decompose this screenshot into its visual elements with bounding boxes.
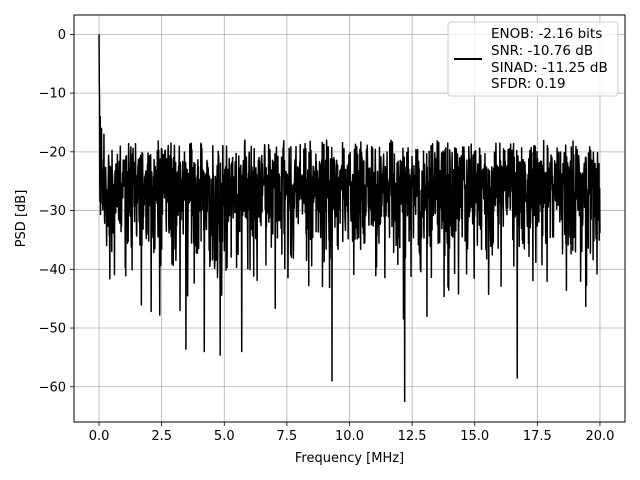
y-tick-label: −30 (39, 204, 66, 219)
x-tick-label: 7.5 (277, 429, 298, 444)
x-tick-label: 20.0 (585, 429, 614, 444)
y-tick-label: −60 (39, 380, 66, 395)
series-layer (98, 34, 601, 403)
legend: ENOB: -2.16 bits SNR: -10.76 dB SINAD: -… (447, 21, 619, 97)
y-axis-label: PSD [dB] (14, 190, 29, 248)
legend-entry-sfdr: SFDR: 0.19 (491, 76, 566, 92)
legend-entry-snr: SNR: -10.76 dB (491, 43, 593, 59)
x-axis-label: Frequency [MHz] (295, 451, 404, 466)
x-tick-label: 5.0 (214, 429, 235, 444)
legend-box (447, 21, 619, 97)
legend-entry-sinad: SINAD: -11.25 dB (491, 60, 608, 76)
y-tick-label: −20 (39, 145, 66, 160)
ticks: 0.0 2.5 5.0 7.5 10.0 12.5 15.0 17.5 20.0 0 −10 −20 −… (39, 28, 615, 444)
x-tick-label: 2.5 (151, 429, 172, 444)
y-tick-label: −50 (39, 322, 66, 337)
y-tick-label: −40 (39, 263, 66, 278)
x-tick-label: 0.0 (89, 429, 110, 444)
x-tick-label: 15.0 (460, 429, 489, 444)
x-tick-label: 12.5 (398, 429, 427, 444)
psd-series-line (98, 34, 601, 403)
x-tick-label: 10.0 (335, 429, 364, 444)
y-tick-label: 0 (58, 28, 66, 43)
x-tick-label: 17.5 (523, 429, 552, 444)
y-tick-label: −10 (39, 87, 66, 102)
legend-entry-enob: ENOB: -2.16 bits (491, 26, 602, 42)
